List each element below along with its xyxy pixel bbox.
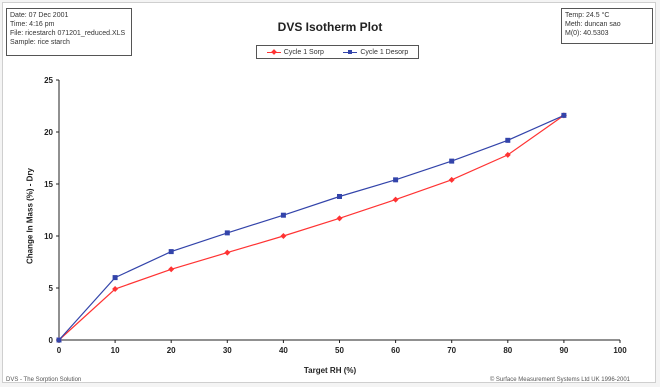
x-tick-label: 90: [559, 346, 568, 355]
chart-frame: [2, 2, 656, 383]
y-tick-label: 5: [49, 284, 54, 293]
info-method: Meth: duncan sao: [565, 21, 621, 28]
y-tick-label: 20: [44, 128, 53, 137]
data-point-sorp: [336, 215, 343, 222]
legend-swatch-sorp: [266, 48, 281, 56]
x-tick-label: 40: [279, 346, 288, 355]
x-tick-label: 50: [335, 346, 344, 355]
data-point-sorp: [112, 286, 119, 293]
data-point-sorp: [224, 249, 231, 256]
y-tick-label: 25: [44, 76, 53, 85]
series-line-desorp: [58, 114, 565, 341]
x-tick-label: 20: [167, 346, 176, 355]
y-tick-label: 10: [44, 232, 53, 241]
info-temp: Temp: 24.5 °C: [565, 12, 610, 19]
series-line-sorp: [58, 114, 565, 341]
data-point-desorp: [393, 177, 399, 183]
legend-item-desorp: Cycle 1 Desorp: [343, 49, 408, 56]
info-file: File: ricestarch 071201_reduced.XLS: [10, 30, 126, 37]
data-point-desorp: [561, 112, 567, 118]
data-point-desorp: [56, 337, 62, 343]
info-m0: M(0): 40.5303: [565, 30, 609, 37]
data-point-desorp: [505, 137, 511, 143]
method-info-box: Temp: 24.5 °C Meth: duncan sao M(0): 40.…: [561, 8, 653, 44]
sample-info-box: Date: 07 Dec 2001 Time: 4:16 pm File: ri…: [6, 8, 132, 56]
y-tick-label: 15: [44, 180, 53, 189]
chart-legend: Cycle 1 Sorp Cycle 1 Desorp: [256, 45, 419, 59]
data-point-sorp: [504, 151, 511, 158]
info-time: Time: 4:16 pm: [10, 21, 55, 28]
x-tick-label: 80: [503, 346, 512, 355]
footer-left-text: DVS - The Sorption Solution: [6, 377, 82, 383]
data-point-sorp: [392, 196, 399, 203]
x-tick-label: 60: [391, 346, 400, 355]
x-tick-label: 30: [223, 346, 232, 355]
info-date: Date: 07 Dec 2001: [10, 12, 69, 19]
legend-label-desorp: Cycle 1 Desorp: [360, 48, 409, 56]
data-point-desorp: [337, 193, 342, 199]
info-sample: Sample: rice starch: [10, 39, 70, 46]
data-point-desorp: [168, 249, 174, 255]
data-point-sorp: [168, 266, 175, 273]
data-point-desorp: [449, 158, 455, 164]
data-point-desorp: [280, 212, 286, 218]
x-tick-label: 10: [111, 346, 120, 355]
data-point-sorp: [448, 176, 455, 183]
x-tick-label: 100: [613, 346, 627, 355]
legend-swatch-desorp: [343, 49, 358, 56]
x-tick-label: 70: [447, 346, 456, 355]
chart-title: DVS Isotherm Plot: [277, 20, 383, 34]
y-tick-label: 0: [49, 336, 54, 345]
footer-right-text: © Surface Measurement Systems Ltd UK 199…: [489, 377, 630, 383]
data-point-desorp: [112, 275, 118, 281]
x-axis-label: Target RH (%): [303, 366, 357, 375]
legend-item-sorp: Cycle 1 Sorp: [266, 48, 324, 56]
data-point-desorp: [224, 230, 230, 236]
legend-label-sorp: Cycle 1 Sorp: [283, 48, 324, 56]
x-tick-label: 0: [57, 346, 62, 355]
data-point-sorp: [280, 233, 287, 239]
